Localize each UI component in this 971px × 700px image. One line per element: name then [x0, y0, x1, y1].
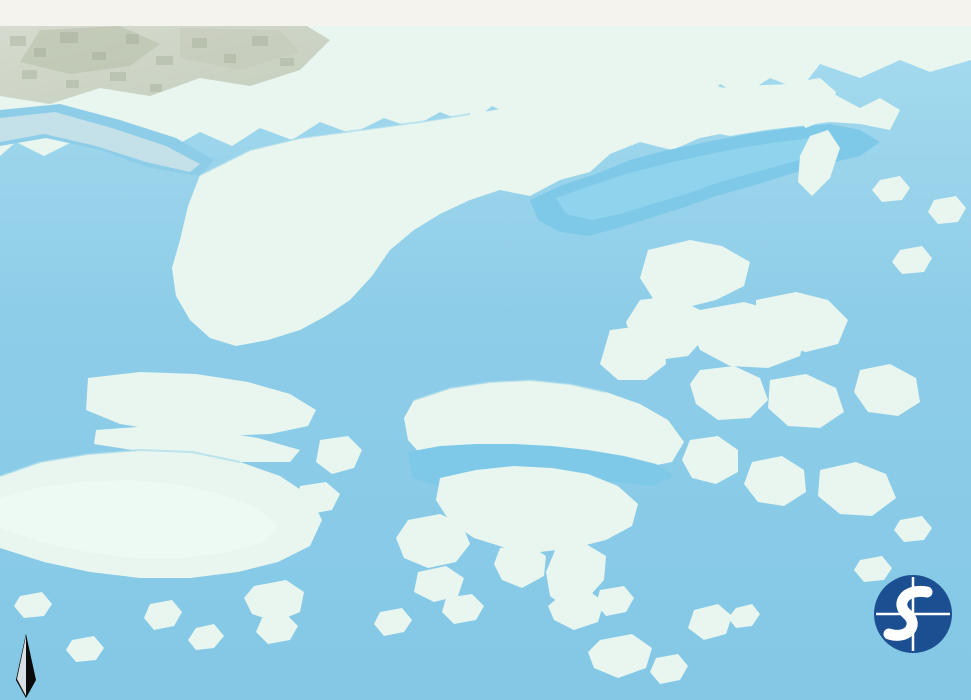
compass-rose [2, 588, 62, 700]
title-bar [0, 0, 971, 26]
north-arrow-icon [16, 634, 36, 698]
observatory-emblem-icon [874, 575, 952, 653]
hko-logo [855, 572, 971, 700]
